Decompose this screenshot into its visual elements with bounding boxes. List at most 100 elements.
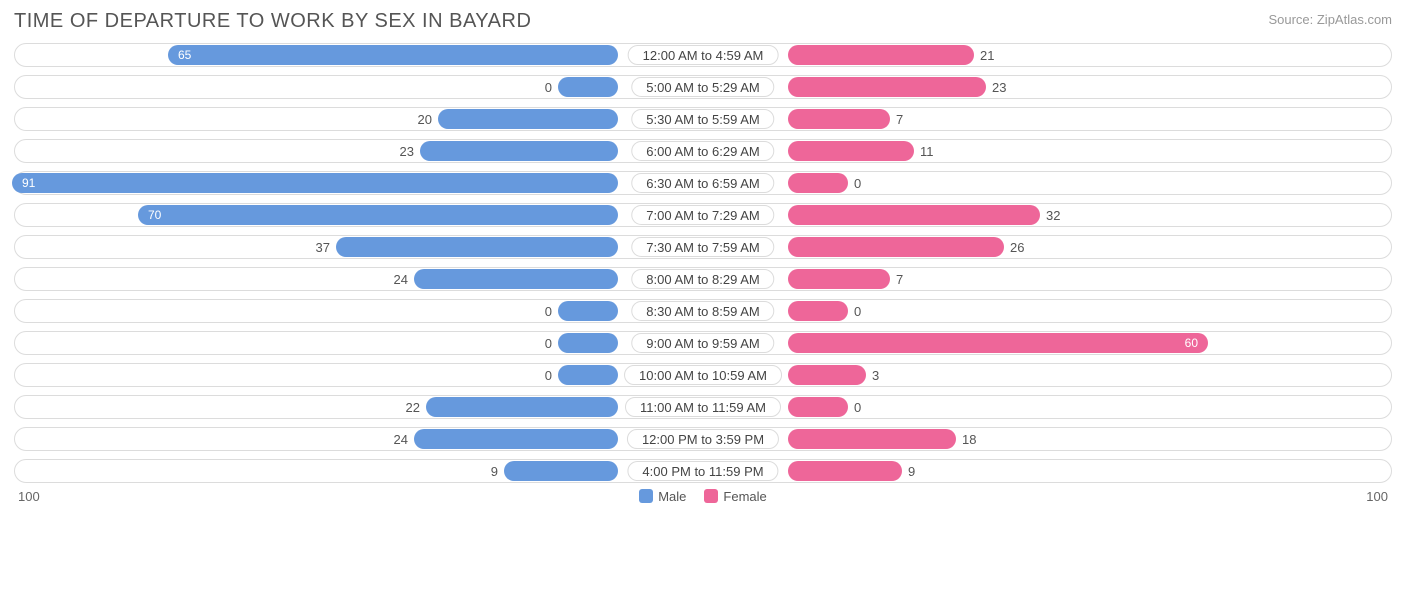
male-value: 65	[178, 48, 191, 62]
male-value: 24	[394, 432, 408, 447]
female-bar-wrap: 7	[788, 269, 903, 289]
legend: Male Female	[639, 489, 767, 504]
axis-right-max: 100	[1366, 489, 1388, 504]
female-value: 21	[980, 48, 994, 63]
female-value: 60	[1185, 336, 1198, 350]
time-range-label: 7:00 AM to 7:29 AM	[631, 205, 774, 225]
chart-row: 6:00 AM to 6:29 AM2311	[14, 139, 1392, 163]
male-bar	[558, 333, 618, 353]
male-bar-wrap: 0	[545, 77, 618, 97]
chart-row: 5:30 AM to 5:59 AM207	[14, 107, 1392, 131]
female-bar-wrap: 21	[788, 45, 994, 65]
time-range-label: 7:30 AM to 7:59 AM	[631, 237, 774, 257]
chart-row: 6:30 AM to 6:59 AM 91 0	[14, 171, 1392, 195]
female-value: 18	[962, 432, 976, 447]
female-bar	[788, 461, 902, 481]
chart-row: 8:00 AM to 8:29 AM 24 7	[14, 267, 1392, 291]
female-bar-wrap: 0	[788, 173, 861, 193]
female-value: 26	[1010, 240, 1024, 255]
legend-swatch-female	[704, 489, 718, 503]
male-bar	[336, 237, 618, 257]
female-value: 9	[908, 464, 915, 479]
axis-left-max: 100	[18, 489, 40, 504]
female-bar-wrap: 7	[788, 109, 903, 129]
female-bar-wrap: 3	[788, 365, 879, 385]
male-bar-wrap: 70	[138, 205, 618, 225]
male-bar	[558, 301, 618, 321]
male-value: 70	[148, 208, 161, 222]
female-value: 11	[920, 144, 934, 159]
chart-row: 9:00 AM to 9:59 AM 0 60	[14, 331, 1392, 355]
legend-label-female: Female	[723, 489, 766, 504]
chart-title: TIME OF DEPARTURE TO WORK BY SEX IN BAYA…	[14, 10, 531, 33]
male-value: 0	[545, 80, 552, 95]
female-value: 3	[872, 368, 879, 383]
female-bar	[788, 397, 848, 417]
male-bar-wrap: 9	[491, 461, 618, 481]
female-bar-wrap: 9	[788, 461, 915, 481]
female-bar-wrap: 11	[788, 141, 934, 161]
male-bar-wrap: 65	[168, 45, 618, 65]
legend-swatch-male	[639, 489, 653, 503]
male-bar	[504, 461, 618, 481]
chart-row: 11:00 AM to 11:59 AM 22 0	[14, 395, 1392, 419]
chart-row: 10:00 AM to 10:59 AM03	[14, 363, 1392, 387]
male-bar: 70	[138, 205, 618, 225]
time-range-label: 9:00 AM to 9:59 AM	[631, 333, 774, 353]
male-bar-wrap: 24	[394, 429, 618, 449]
chart-row: 7:30 AM to 7:59 AM 37 26	[14, 235, 1392, 259]
male-value: 91	[22, 176, 35, 190]
female-bar	[788, 77, 986, 97]
legend-label-male: Male	[658, 489, 686, 504]
chart-container: TIME OF DEPARTURE TO WORK BY SEX IN BAYA…	[0, 0, 1406, 510]
male-bar	[414, 269, 618, 289]
male-bar	[558, 365, 618, 385]
time-range-label: 11:00 AM to 11:59 AM	[625, 397, 781, 417]
male-value: 23	[400, 144, 414, 159]
female-bar	[788, 429, 956, 449]
female-bar	[788, 109, 890, 129]
female-bar	[788, 237, 1004, 257]
time-range-label: 10:00 AM to 10:59 AM	[624, 365, 782, 385]
female-bar-wrap: 0	[788, 397, 861, 417]
male-value: 24	[394, 272, 408, 287]
chart-row: 5:00 AM to 5:29 AM023	[14, 75, 1392, 99]
female-bar-wrap: 18	[788, 429, 976, 449]
female-value: 0	[854, 304, 861, 319]
female-value: 32	[1046, 208, 1060, 223]
male-bar: 91	[12, 173, 618, 193]
female-value: 7	[896, 272, 903, 287]
male-bar-wrap: 37	[316, 237, 618, 257]
male-value: 0	[545, 336, 552, 351]
legend-item-male: Male	[639, 489, 686, 504]
chart-row: 12:00 AM to 4:59 AM 65 21	[14, 43, 1392, 67]
female-value: 0	[854, 400, 861, 415]
male-bar	[558, 77, 618, 97]
header: TIME OF DEPARTURE TO WORK BY SEX IN BAYA…	[14, 10, 1392, 33]
female-bar: 60	[788, 333, 1208, 353]
time-range-label: 6:30 AM to 6:59 AM	[631, 173, 774, 193]
male-value: 20	[418, 112, 432, 127]
male-value: 9	[491, 464, 498, 479]
female-bar	[788, 365, 866, 385]
female-bar-wrap: 32	[788, 205, 1060, 225]
male-bar-wrap: 24	[394, 269, 618, 289]
female-value: 23	[992, 80, 1006, 95]
chart-row: 4:00 PM to 11:59 PM99	[14, 459, 1392, 483]
male-bar-wrap: 22	[406, 397, 618, 417]
female-bar	[788, 269, 890, 289]
time-range-label: 8:00 AM to 8:29 AM	[631, 269, 774, 289]
time-range-label: 12:00 AM to 4:59 AM	[628, 45, 779, 65]
female-bar	[788, 45, 974, 65]
male-bar-wrap: 91	[12, 173, 618, 193]
male-bar: 65	[168, 45, 618, 65]
axis-legend-row: 100 Male Female 100	[14, 489, 1392, 504]
female-bar-wrap: 23	[788, 77, 1006, 97]
time-range-label: 8:30 AM to 8:59 AM	[631, 301, 774, 321]
male-bar	[420, 141, 618, 161]
female-bar	[788, 141, 914, 161]
female-value: 7	[896, 112, 903, 127]
female-bar-wrap: 0	[788, 301, 861, 321]
male-value: 22	[406, 400, 420, 415]
chart-row: 12:00 PM to 3:59 PM2418	[14, 427, 1392, 451]
